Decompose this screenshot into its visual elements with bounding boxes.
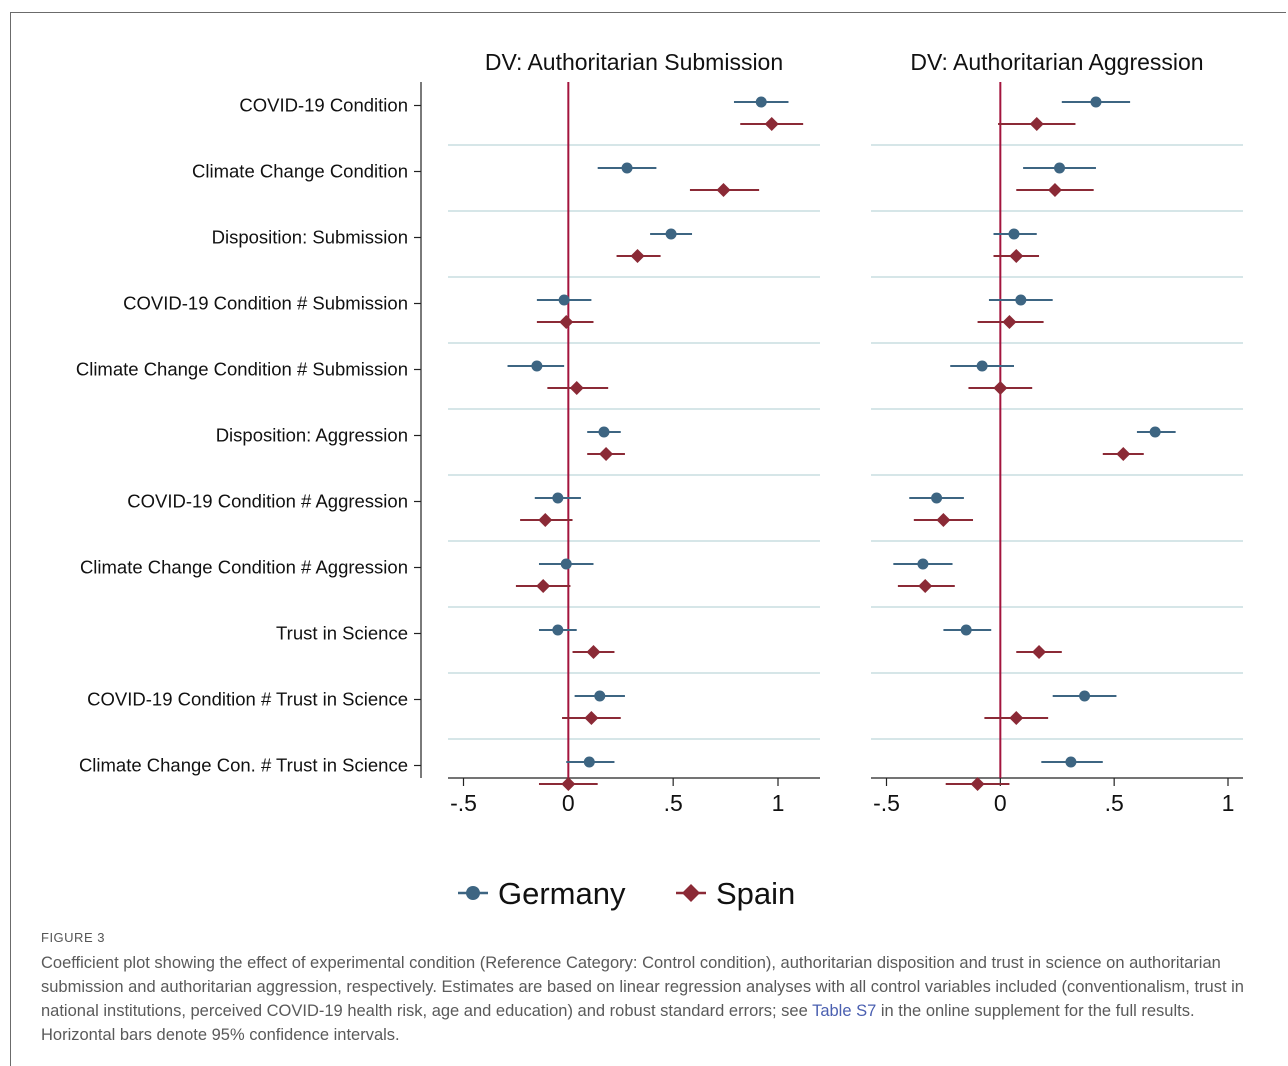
point-spain: [630, 249, 645, 263]
y-tick-label: Climate Change Condition # Aggression: [80, 557, 408, 578]
point-spain: [538, 513, 553, 527]
figure-frame: [10, 12, 1286, 1066]
point-germany: [960, 624, 972, 636]
legend-label-germany: Germany: [498, 876, 626, 911]
x-tick-label: -.5: [450, 790, 477, 816]
point-germany: [598, 426, 610, 438]
point-spain: [764, 117, 779, 131]
point-spain: [993, 381, 1008, 395]
point-spain: [1047, 183, 1062, 197]
x-tick-label: -.5: [873, 790, 900, 816]
point-spain: [716, 183, 731, 197]
caption-text-after: in the online supplement for the full re…: [41, 1002, 1195, 1044]
point-germany: [1149, 426, 1161, 438]
point-germany: [1065, 756, 1077, 768]
y-tick-label: Disposition: Submission: [212, 227, 408, 248]
figure-caption-block: FIGURE 3 Coefficient plot showing the ef…: [41, 930, 1271, 1047]
point-germany: [558, 294, 570, 306]
point-spain: [1029, 117, 1044, 131]
y-tick-label: COVID-19 Condition # Trust in Science: [87, 689, 408, 710]
x-tick-label: 1: [1222, 790, 1235, 816]
point-spain: [559, 315, 574, 329]
point-germany: [560, 558, 572, 570]
point-germany: [976, 360, 988, 372]
y-tick-label: Disposition: Aggression: [216, 425, 408, 446]
point-spain: [918, 579, 933, 593]
point-germany: [552, 624, 564, 636]
legend-marker-spain: [682, 884, 700, 902]
y-tick-label: Climate Change Condition: [192, 161, 408, 182]
y-tick-label: COVID-19 Condition # Submission: [123, 293, 408, 314]
point-spain: [561, 777, 576, 791]
point-germany: [1015, 294, 1027, 306]
point-spain: [1002, 315, 1017, 329]
point-germany: [621, 162, 633, 174]
coefficient-plot: DV: Authoritarian Submission DV: Authorit…: [76, 49, 1243, 911]
point-germany: [594, 690, 606, 702]
point-germany: [917, 558, 929, 570]
point-spain: [1009, 249, 1024, 263]
point-spain: [586, 645, 601, 659]
point-germany: [552, 492, 564, 504]
point-spain: [970, 777, 985, 791]
point-spain: [584, 711, 599, 725]
point-spain: [936, 513, 951, 527]
x-tick-label: 0: [562, 790, 575, 816]
table-s7-link[interactable]: Table S7: [812, 1002, 877, 1020]
x-tick-label: .5: [1105, 790, 1124, 816]
point-spain: [1009, 711, 1024, 725]
panel-title: DV: Authoritarian Aggression: [910, 49, 1203, 75]
point-germany: [583, 756, 595, 768]
point-germany: [755, 96, 767, 108]
x-tick-label: 1: [772, 790, 785, 816]
y-tick-label: Climate Change Condition # Submission: [76, 359, 408, 380]
figure-caption: Coefficient plot showing the effect of e…: [41, 951, 1271, 1047]
point-spain: [599, 447, 614, 461]
legend-marker-germany: [466, 886, 480, 900]
y-tick-label: COVID-19 Condition: [239, 95, 408, 116]
point-spain: [1116, 447, 1131, 461]
point-germany: [531, 360, 543, 372]
x-tick-label: 0: [994, 790, 1007, 816]
point-spain: [536, 579, 551, 593]
y-tick-label: Trust in Science: [276, 623, 408, 644]
point-spain: [1032, 645, 1047, 659]
x-tick-label: .5: [664, 790, 683, 816]
caption-text-before: Coefficient plot showing the effect of e…: [41, 954, 1244, 1020]
point-germany: [931, 492, 943, 504]
y-tick-label: COVID-19 Condition # Aggression: [127, 491, 408, 512]
panel-title: DV: Authoritarian Submission: [485, 49, 783, 75]
point-germany: [1054, 162, 1066, 174]
point-germany: [1008, 228, 1020, 240]
figure-label: FIGURE 3: [41, 930, 105, 945]
legend-label-spain: Spain: [716, 876, 795, 911]
point-germany: [665, 228, 677, 240]
point-germany: [1090, 96, 1102, 108]
point-germany: [1079, 690, 1091, 702]
point-spain: [569, 381, 584, 395]
y-tick-label: Climate Change Con. # Trust in Science: [79, 755, 408, 776]
